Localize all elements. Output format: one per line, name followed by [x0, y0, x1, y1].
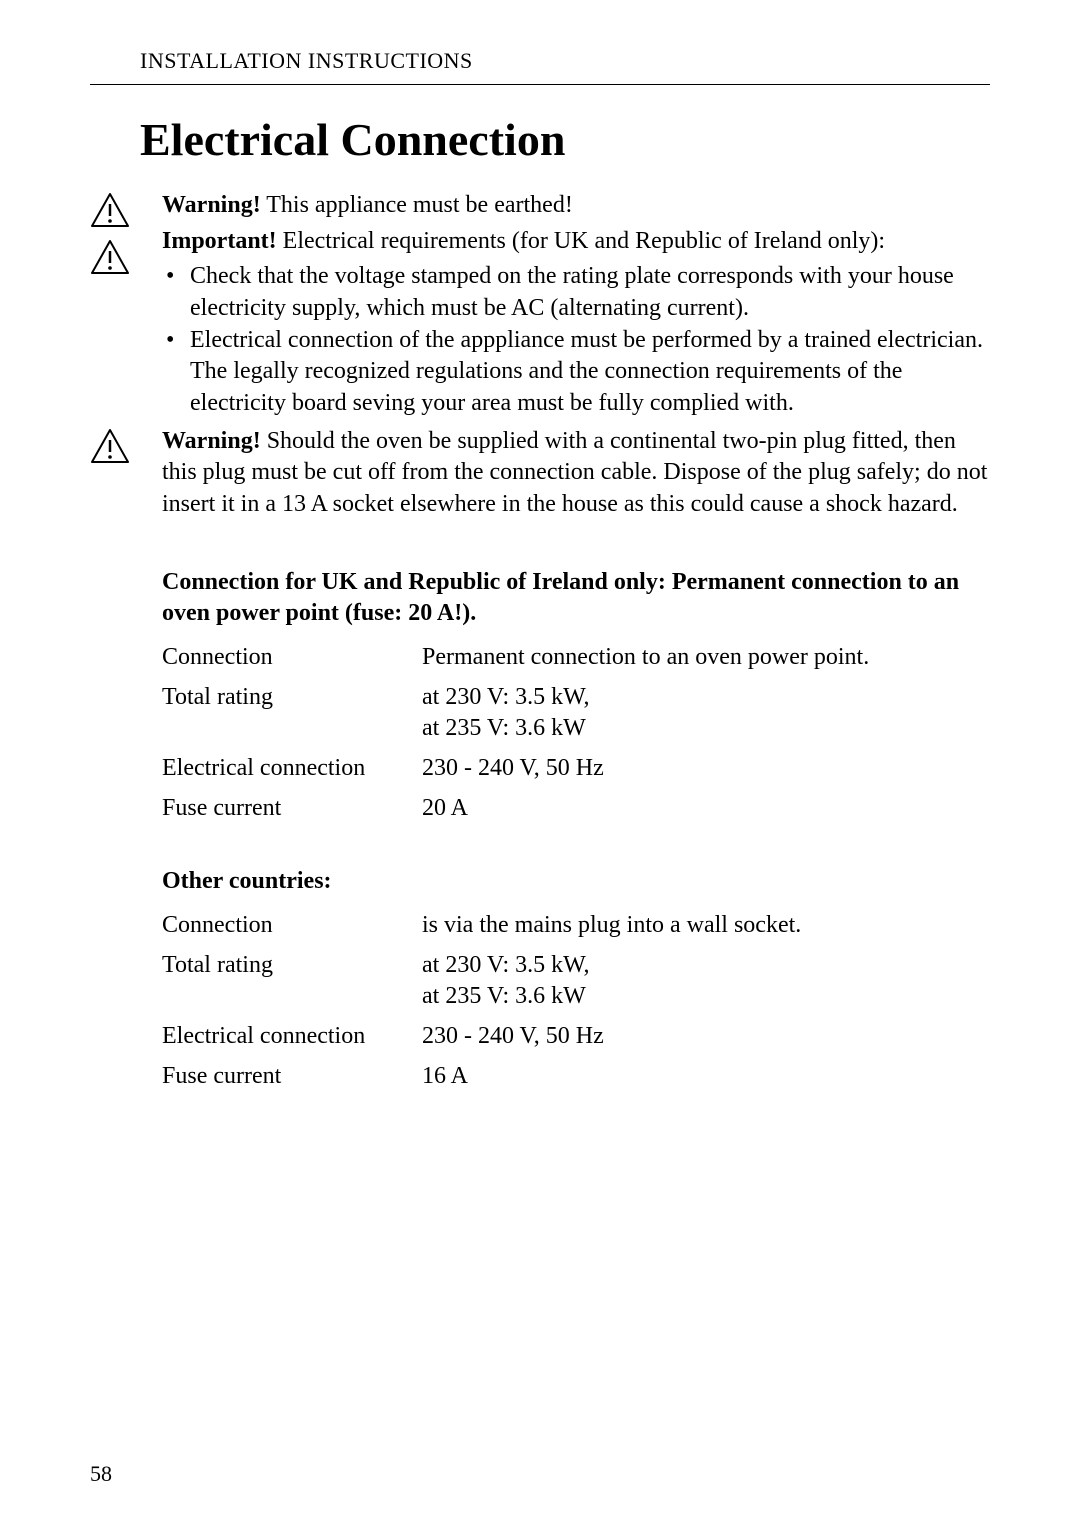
icon-column-2 — [90, 426, 162, 469]
important-1-line: Important! Electrical requirements (for … — [162, 226, 990, 258]
warning-1-line: Warning! This appliance must be earthed! — [162, 190, 990, 222]
page-number: 58 — [90, 1461, 112, 1487]
table-row: Total rating at 230 V: 3.5 kW, at 235 V:… — [162, 946, 990, 1017]
table-row: Connection Permanent connection to an ov… — [162, 638, 990, 678]
warning-icon — [90, 428, 130, 469]
spec-value: 230 - 240 V, 50 Hz — [422, 749, 990, 789]
spec-label: Total rating — [162, 946, 422, 1017]
uk-subheading: Connection for UK and Republic of Irelan… — [162, 567, 990, 630]
spec-value-line1: at 230 V: 3.5 kW, — [422, 684, 590, 710]
spec-value: Permanent connection to an oven power po… — [422, 638, 990, 678]
spacer — [90, 529, 990, 567]
warning-1-text: This appliance must be earthed! — [261, 192, 573, 218]
warning-2-text: Should the oven be supplied with a conti… — [162, 428, 987, 517]
warning-block-1: Warning! This appliance must be earthed!… — [90, 190, 990, 422]
page-container: INSTALLATION INSTRUCTIONS Electrical Con… — [0, 0, 1080, 1529]
spec-label: Connection — [162, 638, 422, 678]
page-title: Electrical Connection — [140, 113, 990, 166]
spec-value: 20 A — [422, 789, 990, 829]
spec-value: 16 A — [422, 1057, 990, 1097]
spec-value: at 230 V: 3.5 kW, at 235 V: 3.6 kW — [422, 946, 990, 1017]
spec-label: Total rating — [162, 678, 422, 749]
table-row: Fuse current 16 A — [162, 1057, 990, 1097]
list-item: Check that the voltage stamped on the ra… — [162, 261, 990, 324]
icon-column-1 — [90, 190, 162, 280]
warning-icon — [90, 239, 130, 280]
spacer — [90, 828, 990, 866]
warning-1-label: Warning! — [162, 192, 261, 218]
uk-spec-table: Connection Permanent connection to an ov… — [162, 638, 990, 828]
spec-value: 230 - 240 V, 50 Hz — [422, 1017, 990, 1057]
important-1-text: Electrical requirements (for UK and Repu… — [277, 228, 885, 254]
spec-value-line2: at 235 V: 3.6 kW — [422, 983, 586, 1009]
other-subheading: Other countries: — [162, 866, 990, 898]
table-row: Electrical connection 230 - 240 V, 50 Hz — [162, 1017, 990, 1057]
text-column-1: Warning! This appliance must be earthed!… — [162, 190, 990, 422]
warning-2-line: Warning! Should the oven be supplied wit… — [162, 426, 990, 521]
important-1-label: Important! — [162, 228, 277, 254]
table-row: Total rating at 230 V: 3.5 kW, at 235 V:… — [162, 678, 990, 749]
warning-2-label: Warning! — [162, 428, 261, 454]
spec-label: Electrical connection — [162, 1017, 422, 1057]
other-countries-section: Other countries: Connection is via the m… — [162, 866, 990, 1096]
warning-icon — [90, 192, 130, 233]
table-row: Electrical connection 230 - 240 V, 50 Hz — [162, 749, 990, 789]
spec-label: Connection — [162, 906, 422, 946]
other-spec-table: Connection is via the mains plug into a … — [162, 906, 990, 1096]
running-header: INSTALLATION INSTRUCTIONS — [140, 48, 990, 74]
spec-value: is via the mains plug into a wall socket… — [422, 906, 990, 946]
list-item: Electrical connection of the apppliance … — [162, 325, 990, 420]
spec-label: Fuse current — [162, 1057, 422, 1097]
spec-value: at 230 V: 3.5 kW, at 235 V: 3.6 kW — [422, 678, 990, 749]
spec-label: Electrical connection — [162, 749, 422, 789]
header-rule — [90, 84, 990, 85]
warning-block-2: Warning! Should the oven be supplied wit… — [90, 426, 990, 525]
uk-section: Connection for UK and Republic of Irelan… — [162, 567, 990, 829]
spec-value-line1: at 230 V: 3.5 kW, — [422, 952, 590, 978]
text-column-2: Warning! Should the oven be supplied wit… — [162, 426, 990, 525]
table-row: Fuse current 20 A — [162, 789, 990, 829]
bullet-list: Check that the voltage stamped on the ra… — [162, 261, 990, 419]
table-row: Connection is via the mains plug into a … — [162, 906, 990, 946]
spec-value-line2: at 235 V: 3.6 kW — [422, 715, 586, 741]
spec-label: Fuse current — [162, 789, 422, 829]
